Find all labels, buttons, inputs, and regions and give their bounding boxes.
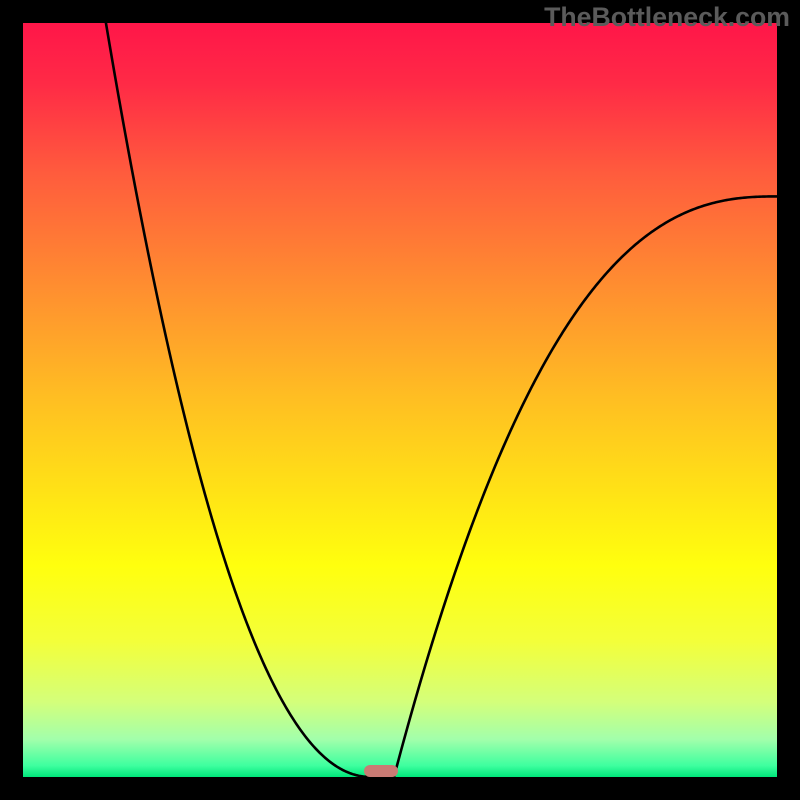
plot-area — [23, 23, 777, 777]
chart-stage: TheBottleneck.com — [0, 0, 800, 800]
curve-layer — [23, 23, 777, 777]
curve-left-branch — [106, 23, 371, 777]
bottleneck-marker — [364, 765, 399, 777]
curve-right-branch — [394, 196, 777, 777]
